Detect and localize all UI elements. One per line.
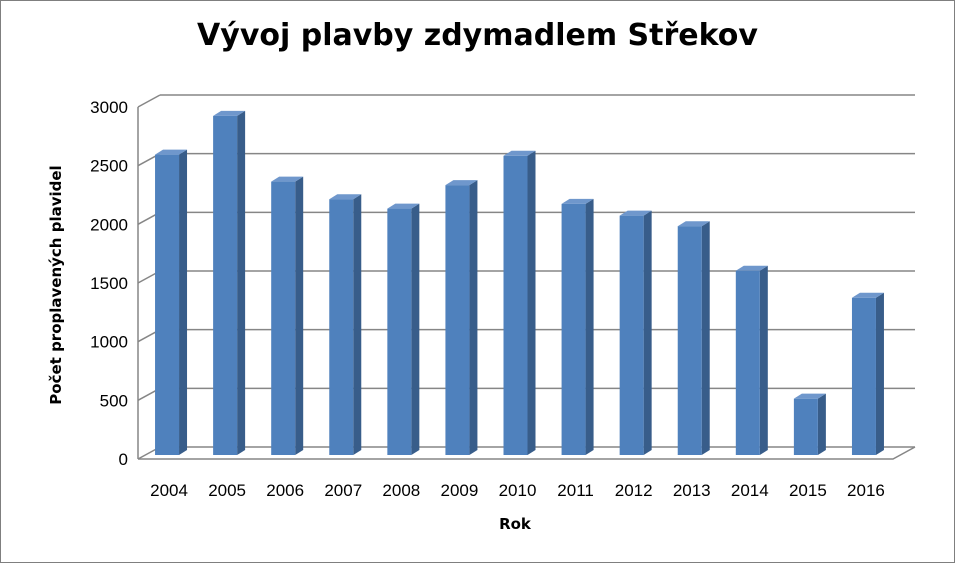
bar-top: [793, 393, 826, 399]
bar-side: [643, 210, 652, 455]
x-tick-label: 2008: [382, 481, 420, 500]
floor-edge: [138, 446, 916, 460]
bars: [155, 110, 884, 456]
bar-top: [619, 210, 652, 216]
x-tick-labels: 2004 2005 2006 2007 2008 2009 2010 2011 2012 2013…: [150, 481, 885, 500]
bar: [445, 185, 470, 455]
bar-top: [271, 176, 304, 182]
bar-side: [759, 265, 768, 455]
bar-side: [701, 221, 710, 455]
bar: [271, 181, 296, 455]
x-tick-label: 2007: [324, 481, 362, 500]
y-tick-label: 0: [119, 450, 128, 469]
x-axis-label: Rok: [499, 515, 532, 533]
bar: [735, 270, 760, 455]
bar-side: [179, 149, 188, 456]
bar: [503, 155, 528, 456]
bar-side: [527, 150, 536, 456]
bar-top: [387, 203, 420, 209]
bar-side: [585, 198, 594, 455]
y-tick-label: 1000: [90, 333, 128, 352]
bar-top: [503, 150, 536, 156]
bar-side: [817, 393, 826, 455]
y-tick-labels: 0 500 1000 1500 2000 2500 3000: [90, 98, 128, 469]
y-tick-label: 3000: [90, 98, 128, 117]
x-tick-label: 2013: [673, 481, 711, 500]
bar-side: [411, 203, 420, 455]
bar: [387, 208, 412, 455]
y-tick-label: 2500: [90, 157, 128, 176]
bar: [677, 226, 702, 455]
y-axis-label: Počet proplavených plavidel: [47, 165, 65, 404]
x-tick-label: 2006: [266, 481, 304, 500]
bar-top: [329, 194, 362, 200]
bar-side: [875, 292, 884, 455]
bar-top: [155, 149, 188, 155]
bar: [155, 154, 180, 456]
y-tick-label: 2000: [90, 215, 128, 234]
bar: [213, 115, 238, 455]
bar-top: [735, 265, 768, 271]
bar-top: [677, 221, 710, 227]
x-tick-label: 2012: [615, 481, 653, 500]
y-tick-label: 1500: [90, 274, 128, 293]
bar-top: [561, 198, 594, 204]
bar: [793, 398, 818, 455]
bar-top: [851, 292, 884, 298]
bar: [619, 215, 644, 455]
x-tick-label: 2016: [847, 481, 885, 500]
x-tick-label: 2015: [789, 481, 827, 500]
bar-side: [295, 176, 304, 455]
x-tick-label: 2010: [499, 481, 537, 500]
x-tick-label: 2004: [150, 481, 188, 500]
gridline-depth: [137, 94, 161, 108]
y-tick-label: 500: [100, 391, 128, 410]
chart-title: Vývoj plavby zdymadlem Střekov: [197, 18, 758, 53]
bar-top: [445, 180, 478, 186]
x-tick-label: 2005: [208, 481, 246, 500]
bar-side: [237, 110, 246, 455]
bar: [329, 199, 354, 455]
bar: [561, 203, 586, 455]
x-tick-label: 2014: [731, 481, 769, 500]
x-tick-label: 2011: [557, 481, 594, 500]
bar: [851, 297, 876, 455]
x-tick-label: 2009: [441, 481, 479, 500]
bar-top: [213, 110, 246, 116]
bar-side: [353, 194, 362, 456]
bar-side: [469, 180, 478, 455]
